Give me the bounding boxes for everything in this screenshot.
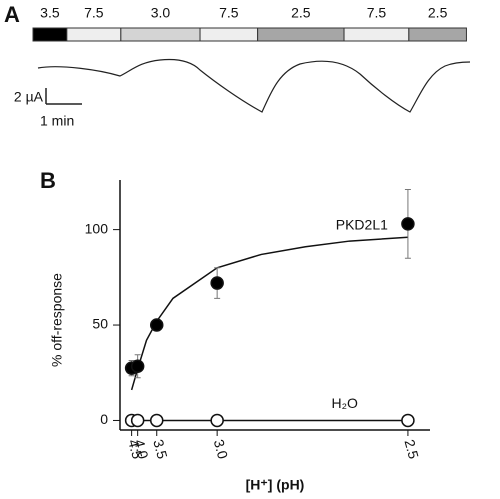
ph-segment bbox=[408, 27, 467, 42]
ph-segment bbox=[199, 27, 259, 42]
ph-segment bbox=[32, 27, 68, 42]
data-point bbox=[130, 359, 145, 374]
data-point bbox=[401, 413, 415, 428]
ph-label: 7.5 bbox=[84, 5, 104, 21]
data-point bbox=[210, 413, 224, 428]
series-label: PKD2L1 bbox=[336, 217, 388, 233]
series-label: H₂O bbox=[331, 395, 358, 411]
ph-label: 3.0 bbox=[151, 5, 171, 21]
data-point bbox=[210, 276, 224, 290]
x-tick-label: 4.0 bbox=[131, 438, 152, 461]
ph-segment bbox=[257, 27, 345, 42]
x-tick-label: 4.5 bbox=[125, 438, 146, 461]
ph-segment bbox=[66, 27, 122, 42]
scale-time-label: 1 min bbox=[40, 113, 74, 129]
ph-label: 3.5 bbox=[40, 5, 60, 21]
x-tick-label: 2.5 bbox=[401, 438, 422, 461]
current-trace bbox=[37, 58, 471, 113]
data-point bbox=[149, 318, 164, 332]
panel-label: B bbox=[40, 168, 56, 193]
panel-label: A bbox=[4, 2, 20, 27]
y-tick-label: 100 bbox=[85, 220, 109, 236]
ph-segment bbox=[120, 27, 201, 42]
fit-curve bbox=[130, 236, 408, 391]
data-point bbox=[149, 413, 164, 428]
ph-segment bbox=[343, 27, 410, 42]
x-axis-title: [H⁺] (pH) bbox=[246, 477, 305, 493]
ph-label: 7.5 bbox=[219, 5, 239, 21]
y-axis-title: % off-response bbox=[49, 273, 65, 367]
ph-label: 2.5 bbox=[291, 5, 311, 21]
ph-label: 2.5 bbox=[428, 5, 448, 21]
ph-label: 7.5 bbox=[367, 5, 387, 21]
data-point bbox=[401, 217, 415, 231]
y-tick-label: 0 bbox=[100, 411, 108, 427]
y-tick-label: 50 bbox=[92, 316, 108, 332]
x-tick-label: 3.5 bbox=[150, 438, 171, 461]
scale-current-label: 2 µA bbox=[14, 89, 44, 105]
data-point bbox=[130, 413, 145, 428]
x-tick-label: 3.0 bbox=[211, 438, 232, 461]
